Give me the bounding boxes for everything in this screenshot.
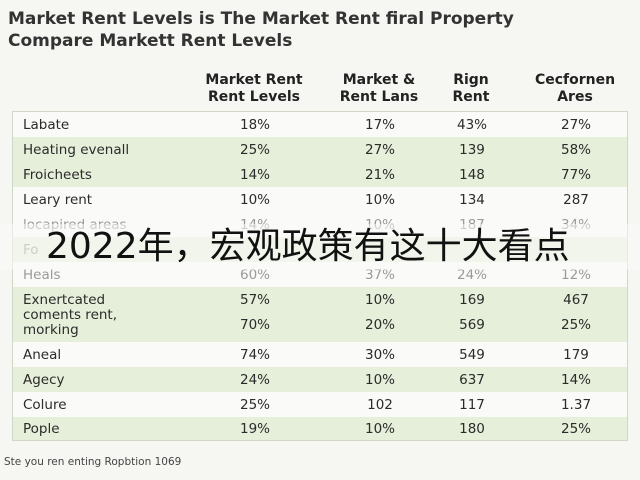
table-cell: 21% <box>364 166 395 183</box>
table-cell: 1.37 <box>560 396 592 413</box>
table-cell: 24% <box>456 266 487 283</box>
table-cell: 18% <box>239 116 270 133</box>
row-label: Froicheets <box>23 166 92 183</box>
column-header-cecfornen-ares: Cecfornen Ares <box>515 72 635 106</box>
column-header-market-rent-lans: Market & Rent Lans <box>318 72 440 106</box>
caption-overlay: 2022年，宏观政策有这十大看点 <box>0 224 640 270</box>
row-label: coments rent, <box>23 307 118 323</box>
table-cell: 77% <box>560 166 591 183</box>
header-text: Rent Lans <box>339 89 419 105</box>
row-label: Labate <box>23 116 70 133</box>
table-row: Aneal 74% 30% 549 179 <box>13 342 627 367</box>
table-cell: 17% <box>364 116 395 133</box>
row-label: morking <box>23 322 79 338</box>
table-cell: 25% <box>560 317 591 333</box>
table-row: Exnertcated coments rent, morking 57% 10… <box>13 287 627 342</box>
header-text: Cecfornen <box>534 72 616 88</box>
table-cell: 37% <box>364 266 395 283</box>
row-label: Heating evenall <box>23 141 130 158</box>
table-cell: 25% <box>560 420 591 437</box>
title-line-1: Market Rent Levels is The Market Rent fi… <box>8 9 514 29</box>
row-label: Aneal <box>23 346 62 363</box>
table-row: Leary rent 10% 10% 134 287 <box>13 187 627 212</box>
table-cell: 57% <box>239 292 270 308</box>
table-row: Froicheets 14% 21% 148 77% <box>13 162 627 187</box>
table-cell: 74% <box>239 346 270 363</box>
table-cell: 27% <box>364 141 395 158</box>
table-cell: 10% <box>364 292 395 308</box>
table-cell: 25% <box>239 141 270 158</box>
table-cell: 102 <box>367 396 393 413</box>
table-cell: 169 <box>459 292 485 308</box>
header-text: Rign <box>453 72 489 88</box>
row-label: Agecy <box>23 371 65 388</box>
column-header-market-rent-levels: Market Rent Rent Levels <box>195 72 313 106</box>
table-row: Pople 19% 10% 180 25% <box>13 417 627 440</box>
table-row: Labate 18% 17% 43% 27% <box>13 112 627 137</box>
table-cell: 27% <box>560 116 591 133</box>
caption-text: 2022年，宏观政策有这十大看点 <box>46 226 570 267</box>
table-cell: 14% <box>239 166 270 183</box>
table-cell: 20% <box>364 317 395 333</box>
table-row: Heating evenall 25% 27% 139 58% <box>13 137 627 162</box>
table-cell: 30% <box>364 346 395 363</box>
footer-note: Ste you ren enting Ropbtion 1069 <box>4 456 182 468</box>
table-cell: 117 <box>459 396 485 413</box>
table-cell: 12% <box>560 266 591 283</box>
table-cell: 148 <box>459 166 485 183</box>
table-cell: 569 <box>459 317 485 333</box>
table-cell: 139 <box>459 141 485 158</box>
header-text: Rent <box>452 89 490 105</box>
table-cell: 60% <box>239 266 270 283</box>
table-cell: 637 <box>459 371 485 388</box>
table-cell: 14% <box>560 371 591 388</box>
table-cell: 10% <box>364 371 395 388</box>
table-row: Colure 25% 102 117 1.37 <box>13 392 627 417</box>
table-cell: 10% <box>239 191 270 208</box>
table-cell: 24% <box>239 371 270 388</box>
table-row: Agecy 24% 10% 637 14% <box>13 367 627 392</box>
row-label: Pople <box>23 420 60 437</box>
table-cell: 19% <box>239 420 270 437</box>
header-text: Rent Levels <box>208 89 300 105</box>
document-title: Market Rent Levels is The Market Rent fi… <box>8 8 628 52</box>
row-label: Exnertcated <box>23 292 106 308</box>
row-label: Heals <box>23 266 61 283</box>
table-cell: 179 <box>563 346 589 363</box>
title-line-2: Compare Markett Rent Levels <box>8 31 293 51</box>
data-table: Labate 18% 17% 43% 27% Heating evenall 2… <box>12 111 628 441</box>
table-cell: 180 <box>459 420 485 437</box>
header-text: Market Rent <box>205 72 303 88</box>
table-cell: 10% <box>364 420 395 437</box>
table-cell: 287 <box>563 191 589 208</box>
table-header-row: Market Rent Rent Levels Market & Rent La… <box>0 72 640 110</box>
row-label: Leary rent <box>23 191 93 208</box>
table-cell: 70% <box>239 317 270 333</box>
column-header-rign-rent: Rign Rent <box>436 72 506 106</box>
table-cell: 10% <box>364 191 395 208</box>
header-text: Market & <box>342 72 416 88</box>
table-cell: 58% <box>560 141 591 158</box>
row-label: Colure <box>23 396 67 413</box>
header-text: Ares <box>557 89 593 105</box>
table-cell: 467 <box>563 292 589 308</box>
table-cell: 549 <box>459 346 485 363</box>
table-cell: 134 <box>459 191 485 208</box>
caption-backdrop <box>0 224 640 270</box>
table-cell: 25% <box>239 396 270 413</box>
table-cell: 43% <box>456 116 487 133</box>
